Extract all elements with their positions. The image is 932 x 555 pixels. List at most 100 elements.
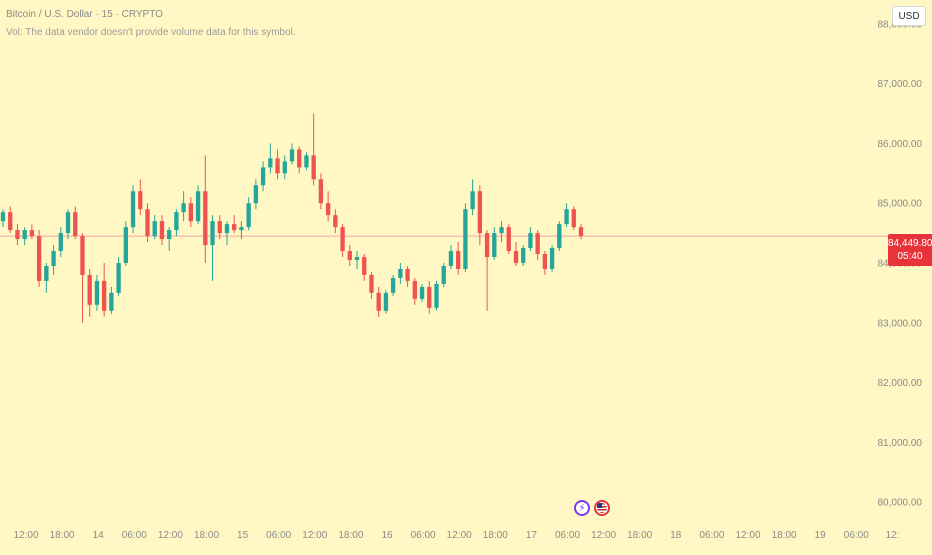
candle-body xyxy=(224,224,230,234)
candle xyxy=(369,271,374,299)
y-tick-label: 81,000.00 xyxy=(878,438,923,449)
lightning-bolt-icon[interactable]: ⚡ xyxy=(574,500,590,516)
candle-body xyxy=(484,233,490,258)
candle-body xyxy=(36,236,42,281)
y-tick-label: 80,000.00 xyxy=(878,498,923,509)
candle xyxy=(513,242,519,266)
candle xyxy=(340,224,345,258)
candle-body xyxy=(427,286,432,308)
candle-body xyxy=(549,248,555,269)
candle-body xyxy=(369,274,374,293)
candle xyxy=(58,227,63,258)
last-price-value: 84,449.80 xyxy=(888,238,932,249)
last-price-label: 84,449.80 05:40 xyxy=(888,234,932,266)
x-tick-label: 18:00 xyxy=(50,530,75,541)
candle xyxy=(145,203,150,243)
candle xyxy=(549,245,555,272)
candle-body xyxy=(130,191,136,228)
candle-body xyxy=(492,233,497,258)
candle-body xyxy=(528,233,533,249)
candle xyxy=(167,227,172,252)
x-tick-label: 19 xyxy=(815,530,827,541)
candle xyxy=(333,209,338,234)
candle xyxy=(578,224,584,240)
candle-body xyxy=(29,230,35,237)
candle xyxy=(188,197,194,228)
candle xyxy=(434,280,439,311)
candle-body xyxy=(80,236,85,275)
candle xyxy=(311,113,316,186)
candle xyxy=(506,224,511,255)
candle xyxy=(362,254,367,281)
y-tick-label: 85,000.00 xyxy=(878,199,923,210)
candle-body xyxy=(340,227,345,252)
candle xyxy=(15,224,20,246)
candle xyxy=(210,215,215,281)
x-tick-label: 16 xyxy=(381,530,393,541)
candle xyxy=(318,173,324,210)
candle xyxy=(499,221,504,243)
candle-body xyxy=(448,251,454,266)
candle xyxy=(297,146,302,174)
candle-body xyxy=(116,262,121,293)
candle xyxy=(65,209,71,240)
candle-body xyxy=(289,149,295,162)
candle-body xyxy=(260,167,266,186)
candle xyxy=(29,224,35,240)
candle-body xyxy=(188,203,194,222)
bar-countdown: 05:40 xyxy=(897,251,923,262)
candle-body xyxy=(441,265,446,284)
candle xyxy=(195,185,201,225)
candle xyxy=(116,257,121,296)
candle-body xyxy=(282,161,287,174)
candle-body xyxy=(304,155,309,168)
time-axis[interactable]: 12:00 18:00 14 06:00 12:00 18:00 15 06:00 12:00 1… xyxy=(13,530,899,541)
x-tick-label: 12:00 xyxy=(447,530,472,541)
candle xyxy=(564,203,569,228)
candle-body xyxy=(557,224,562,249)
currency-button[interactable]: USD xyxy=(892,6,926,26)
candle xyxy=(239,221,244,240)
candle-body xyxy=(181,203,186,213)
candle xyxy=(535,230,540,260)
y-tick-label: 87,000.00 xyxy=(878,79,923,90)
candle-body xyxy=(333,215,338,228)
candle xyxy=(383,289,389,314)
candle-body xyxy=(239,227,244,231)
candle-body xyxy=(101,280,107,311)
candle xyxy=(528,227,533,252)
y-tick-label: 82,000.00 xyxy=(878,378,923,389)
candle-body xyxy=(246,203,251,228)
candle xyxy=(260,161,266,192)
us-flag-icon[interactable] xyxy=(594,500,610,516)
candle xyxy=(542,251,548,275)
candle xyxy=(0,209,6,228)
candle xyxy=(22,227,27,246)
candle xyxy=(419,283,425,302)
candle-body xyxy=(383,292,389,311)
candle xyxy=(470,179,475,216)
symbol-title[interactable]: Bitcoin / U.S. Dollar · 15 · CRYPTO xyxy=(6,9,163,20)
candle xyxy=(289,143,295,165)
candle-body xyxy=(203,191,208,246)
candle xyxy=(571,206,576,231)
x-tick-label: 12:00 xyxy=(735,530,760,541)
x-tick-label: 18:00 xyxy=(194,530,219,541)
candle-body xyxy=(513,251,519,263)
candle-body xyxy=(217,221,222,234)
candle xyxy=(51,245,56,275)
candle-body xyxy=(419,286,425,299)
candle-body xyxy=(318,179,324,204)
candle xyxy=(101,262,107,317)
x-tick-label: 06:00 xyxy=(411,530,436,541)
candle-body xyxy=(275,158,280,174)
candle-body xyxy=(398,268,403,278)
candle xyxy=(152,215,157,240)
candle-body xyxy=(564,209,569,225)
candle-body xyxy=(376,292,381,311)
x-tick-label: 12:00 xyxy=(158,530,183,541)
candle xyxy=(448,245,454,269)
candle-body xyxy=(347,251,352,260)
